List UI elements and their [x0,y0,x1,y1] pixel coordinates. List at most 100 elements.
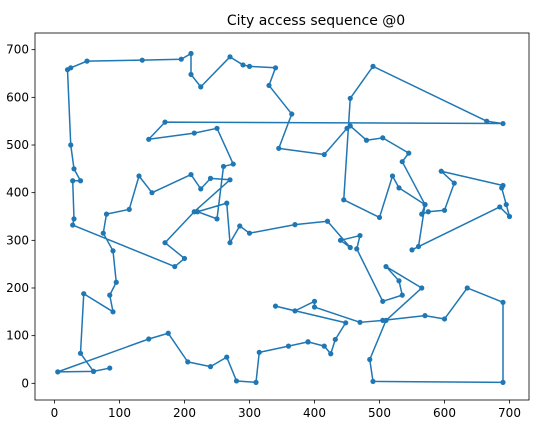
x-tick-label: 700 [498,406,521,420]
city-point [422,313,428,319]
city-point [110,248,116,254]
city-point [139,57,145,63]
city-point [188,171,194,178]
city-point [107,365,113,371]
x-tick-label: 600 [433,406,456,420]
city-point [70,222,76,228]
city-point [246,230,253,236]
city-point [227,177,233,183]
city-point [332,336,338,343]
city-point [376,214,383,221]
city-point [425,209,431,215]
city-point [100,230,106,236]
city-point [272,303,279,309]
city-point [396,185,402,191]
city-point [343,320,349,326]
city-point [415,243,422,250]
city-point [347,95,353,101]
city-point [344,125,350,131]
city-point [162,240,168,246]
city-point [237,223,243,229]
city-point [363,137,370,143]
city-point [383,263,389,270]
city-point [77,350,84,356]
city-point [503,201,509,208]
city-point [207,175,214,181]
city-point [311,298,318,304]
city-point [367,356,373,363]
city-point [380,298,386,304]
city-point [506,213,513,220]
city-point [500,299,506,305]
y-tick-label: 200 [6,281,29,295]
city-point [178,56,184,62]
city-point [191,130,197,136]
city-point [70,178,76,184]
city-point [321,343,327,349]
city-point [500,120,506,127]
city-point [324,218,331,224]
city-point [198,186,204,192]
city-point [77,178,84,184]
city-point [233,378,240,384]
city-point [399,159,405,165]
chart-title: City access sequence @0 [227,13,405,29]
x-tick-label: 200 [173,406,196,420]
city-point [311,304,318,310]
city-point [383,317,389,323]
city-point [464,285,470,291]
city-point [292,308,298,314]
city-point [240,62,246,68]
city-point [149,190,155,196]
y-tick-label: 600 [6,90,29,104]
city-point [272,65,279,71]
city-point [406,150,412,156]
city-point [110,309,116,315]
city-point [253,379,259,385]
city-point [341,197,347,203]
city-point [441,207,448,213]
city-point [81,291,87,297]
y-axis: 0 100 200 300 400 500 600 700 [6,43,35,390]
city-point [227,240,233,246]
city-point [409,247,415,253]
city-point [276,145,282,151]
city-point [188,50,194,57]
city-point [370,378,376,385]
city-point [337,237,344,243]
city-point [354,246,360,252]
city-point [484,118,490,124]
city-point [441,316,448,322]
city-point [451,180,457,186]
city-point [419,211,425,217]
axes-frame [34,32,530,401]
city-point [214,216,220,222]
city-point [347,244,353,251]
city-point [497,204,503,210]
city-point [146,336,152,342]
city-point [198,84,204,90]
city-point [357,232,363,239]
y-tick-label: 100 [6,329,29,343]
city-point [103,211,110,217]
city-point [126,206,132,212]
city-point [113,279,119,285]
city-point [64,67,71,73]
y-tick-label: 0 [21,376,29,390]
city-point [289,111,295,117]
city-point [191,209,197,215]
city-point [136,173,142,179]
city-point [370,63,376,69]
x-axis: 0 100 200 300 400 500 600 700 [51,400,521,420]
city-point [285,343,292,349]
plot-area [55,50,513,385]
city-point [172,263,178,270]
route-line [57,52,511,384]
city-point [71,216,77,222]
city-point [188,71,194,78]
x-tick-label: 300 [238,406,261,420]
city-point [500,379,506,385]
city-point [220,163,227,170]
city-point [55,369,61,375]
city-point [185,359,191,365]
